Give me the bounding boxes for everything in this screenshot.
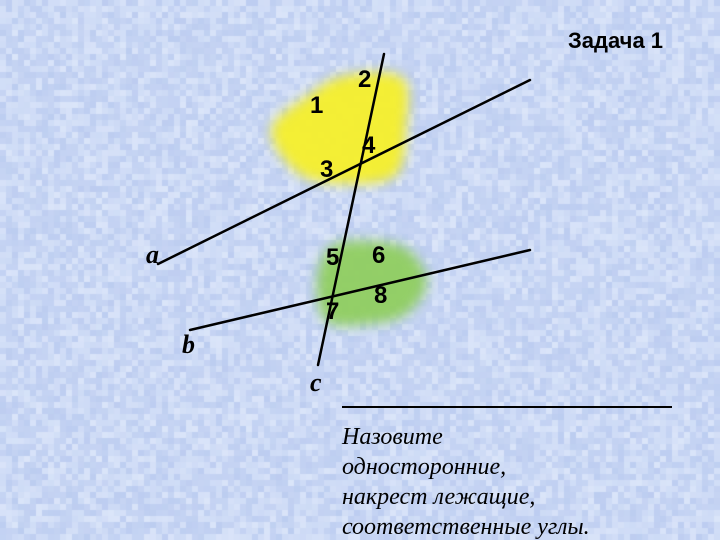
line-a — [158, 80, 530, 264]
angle-label-3: 3 — [320, 156, 333, 184]
instruction-text: Назовитеодносторонние,накрест лежащие,со… — [342, 422, 590, 540]
angle-label-5: 5 — [326, 244, 339, 272]
angle-label-4: 4 — [362, 132, 375, 160]
angle-label-8: 8 — [374, 282, 387, 310]
angle-label-7: 7 — [326, 298, 339, 326]
angle-label-2: 2 — [358, 66, 371, 94]
instruction-line: Назовите — [342, 422, 590, 452]
line-label-c: c — [310, 368, 322, 398]
line-b — [190, 250, 530, 330]
line-label-a: a — [146, 240, 159, 270]
instruction-line: односторонние, — [342, 452, 590, 482]
angle-label-6: 6 — [372, 242, 385, 270]
line-label-b: b — [182, 330, 195, 360]
diagram-stage: Задача 1 1 2 3 4 5 6 7 8 a b c Назовитеодносторон… — [0, 0, 720, 540]
problem-title: Задача 1 — [568, 28, 663, 54]
instruction-line: соответственные углы. — [342, 512, 590, 540]
divider-line — [342, 406, 672, 408]
instruction-line: накрест лежащие, — [342, 482, 590, 512]
angle-label-1: 1 — [310, 92, 323, 120]
